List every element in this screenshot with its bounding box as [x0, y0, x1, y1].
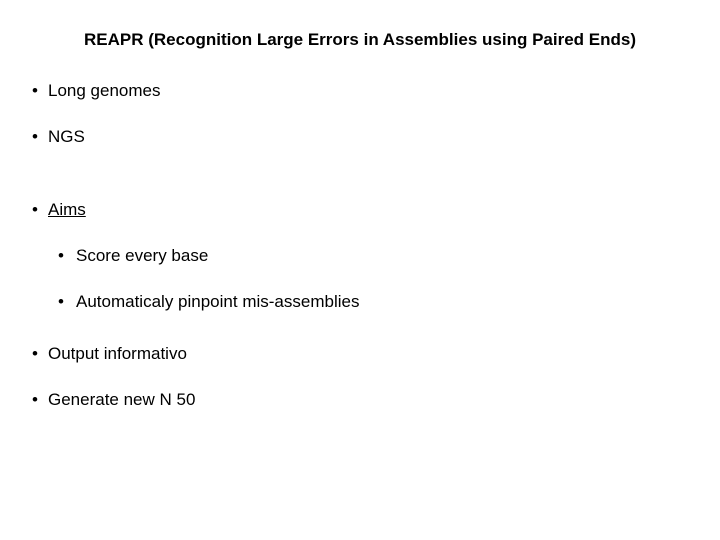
bullet-text: Output informativo	[48, 344, 187, 363]
bullet-item: Generate new N 50	[30, 388, 690, 412]
bullet-text: Long genomes	[48, 81, 160, 100]
bullet-text: Aims	[48, 200, 86, 219]
sub-bullet-text: Automaticaly pinpoint mis-assemblies	[76, 292, 359, 311]
sub-bullet-item: Automaticaly pinpoint mis-assemblies	[48, 290, 690, 314]
bullet-item: NGS	[30, 125, 690, 149]
sub-bullet-item: Score every base	[48, 244, 690, 268]
sub-bullet-text: Score every base	[76, 246, 208, 265]
bullet-text: Generate new N 50	[48, 390, 195, 409]
bullet-text: NGS	[48, 127, 85, 146]
slide-title: REAPR (Recognition Large Errors in Assem…	[30, 20, 690, 61]
sub-bullet-list: Score every base Automaticaly pinpoint m…	[48, 244, 690, 314]
bullet-list: Long genomes NGS Aims Score every base A…	[30, 79, 690, 412]
bullet-item-aims: Aims Score every base Automaticaly pinpo…	[30, 198, 690, 313]
bullet-item: Long genomes	[30, 79, 690, 103]
bullet-item: Output informativo	[30, 342, 690, 366]
